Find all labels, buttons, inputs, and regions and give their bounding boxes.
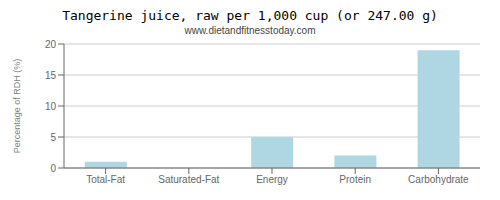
svg-text:Saturated-Fat: Saturated-Fat — [158, 174, 219, 185]
svg-text:0: 0 — [50, 163, 56, 174]
svg-text:Total-Fat: Total-Fat — [86, 174, 125, 185]
svg-text:Protein: Protein — [339, 174, 371, 185]
svg-text:Energy: Energy — [256, 174, 288, 185]
svg-text:20: 20 — [45, 39, 57, 50]
svg-text:5: 5 — [50, 132, 56, 143]
svg-text:10: 10 — [45, 101, 57, 112]
svg-text:Percentage of RDH (%): Percentage of RDH (%) — [12, 59, 22, 154]
html-text:www.dietandfitnesstoday.com: www.dietandfitnesstoday.com — [184, 25, 316, 36]
html-text:Tangerine juice, raw per 1,000: Tangerine juice, raw per 1,000 cup (or 2… — [62, 8, 438, 23]
svg-text:15: 15 — [45, 70, 57, 81]
svg-text:Carbohydrate: Carbohydrate — [408, 174, 469, 185]
